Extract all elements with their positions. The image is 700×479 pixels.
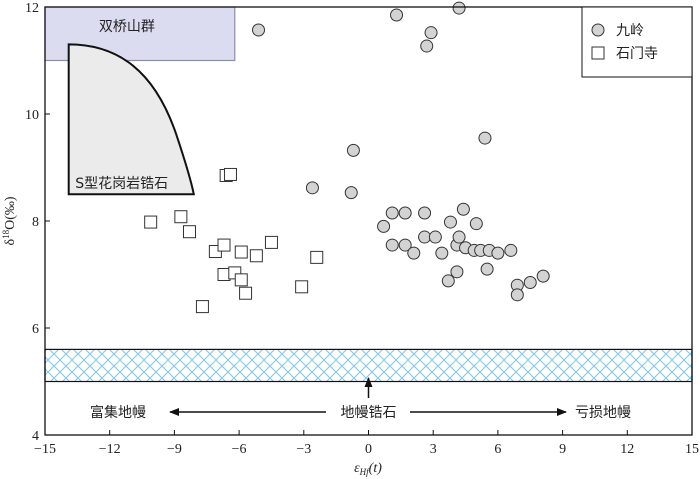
data-point-jiuling [377,219,391,233]
data-point-shimensi [239,286,253,300]
legend-marker-square [591,46,605,60]
data-point-shimensi [182,225,196,239]
y-tick-label: 10 [25,108,39,123]
x-axis-label: εHf(t) [354,461,382,477]
data-point-jiuling [443,215,457,229]
data-point-jiuling [510,288,524,302]
s-type-granite-region [67,43,196,196]
data-point-jiuling [398,238,412,252]
data-point-jiuling [418,206,432,220]
data-point-jiuling [435,246,449,260]
legend-label-shimensi: 石门寺 [616,46,658,62]
data-point-shimensi [144,215,158,229]
x-tick-label: −9 [167,442,182,457]
data-point-shimensi [217,268,231,281]
data-point-jiuling [305,181,319,195]
data-point-jiuling [346,143,360,157]
data-point-jiuling [385,238,399,252]
data-point-shimensi [195,300,209,314]
y-tick-label: 6 [32,322,39,337]
data-point-jiuling [536,269,550,283]
y-axis-label: δ18O(‰) [1,196,18,245]
data-point-jiuling [424,26,438,40]
data-point-jiuling [420,39,434,53]
x-tick-label: 15 [685,442,699,457]
data-point-shimensi [264,235,278,249]
data-point-jiuling [469,217,483,231]
y-tick-label: 4 [32,429,39,444]
data-point-shimensi [249,249,263,263]
data-point-jiuling [398,206,412,220]
legend-marker-circle [591,23,605,37]
data-point-jiuling [418,230,432,244]
mantle-zircon-label: 地幔锆石 [341,405,397,421]
x-tick-label: 0 [365,442,372,457]
data-point-jiuling [407,246,421,260]
x-tick-label: −3 [296,442,311,457]
data-point-jiuling [450,265,464,279]
data-point-jiuling [456,202,470,216]
x-tick-label: −15 [34,442,56,457]
depleted-mantle-label: 亏损地幔 [575,405,631,421]
data-point-jiuling [452,230,466,244]
data-point-jiuling [523,276,537,290]
x-tick-label: 12 [620,442,634,457]
data-point-jiuling [441,274,455,288]
data-point-jiuling [491,246,505,260]
data-point-shimensi [234,245,248,259]
data-point-jiuling [252,23,266,37]
enriched-mantle-label: 富集地幔 [90,404,146,421]
x-tick-label: 6 [494,442,501,457]
data-point-shimensi [295,280,309,294]
legend-label-jiuling: 九岭 [616,23,644,39]
data-point-shimensi [174,210,188,224]
x-tick-label: −6 [232,442,247,457]
x-tick-label: 9 [559,442,566,457]
data-point-shimensi [310,250,324,264]
data-point-jiuling [385,206,399,220]
s-type-granite-label: S型花岗岩锆石 [75,176,168,192]
legend-box [581,6,693,78]
data-point-jiuling [344,186,358,200]
data-point-jiuling [504,243,518,257]
y-tick-label: 8 [32,215,39,230]
data-point-shimensi [217,238,231,252]
data-point-jiuling [452,1,466,15]
data-point-shimensi [223,167,237,181]
data-point-jiuling [390,8,404,22]
y-tick-label: 12 [25,1,39,16]
x-tick-label: −12 [99,442,121,457]
mantle-zircon-band [44,348,693,383]
x-tick-label: 3 [430,442,437,457]
legend: 九岭 石门寺 [581,6,693,78]
data-point-jiuling [478,131,492,145]
shuangqiaoshan-label: 双桥山群 [99,19,155,35]
data-point-shimensi [234,273,248,287]
data-point-jiuling [480,262,494,276]
data-point-jiuling [428,230,442,244]
